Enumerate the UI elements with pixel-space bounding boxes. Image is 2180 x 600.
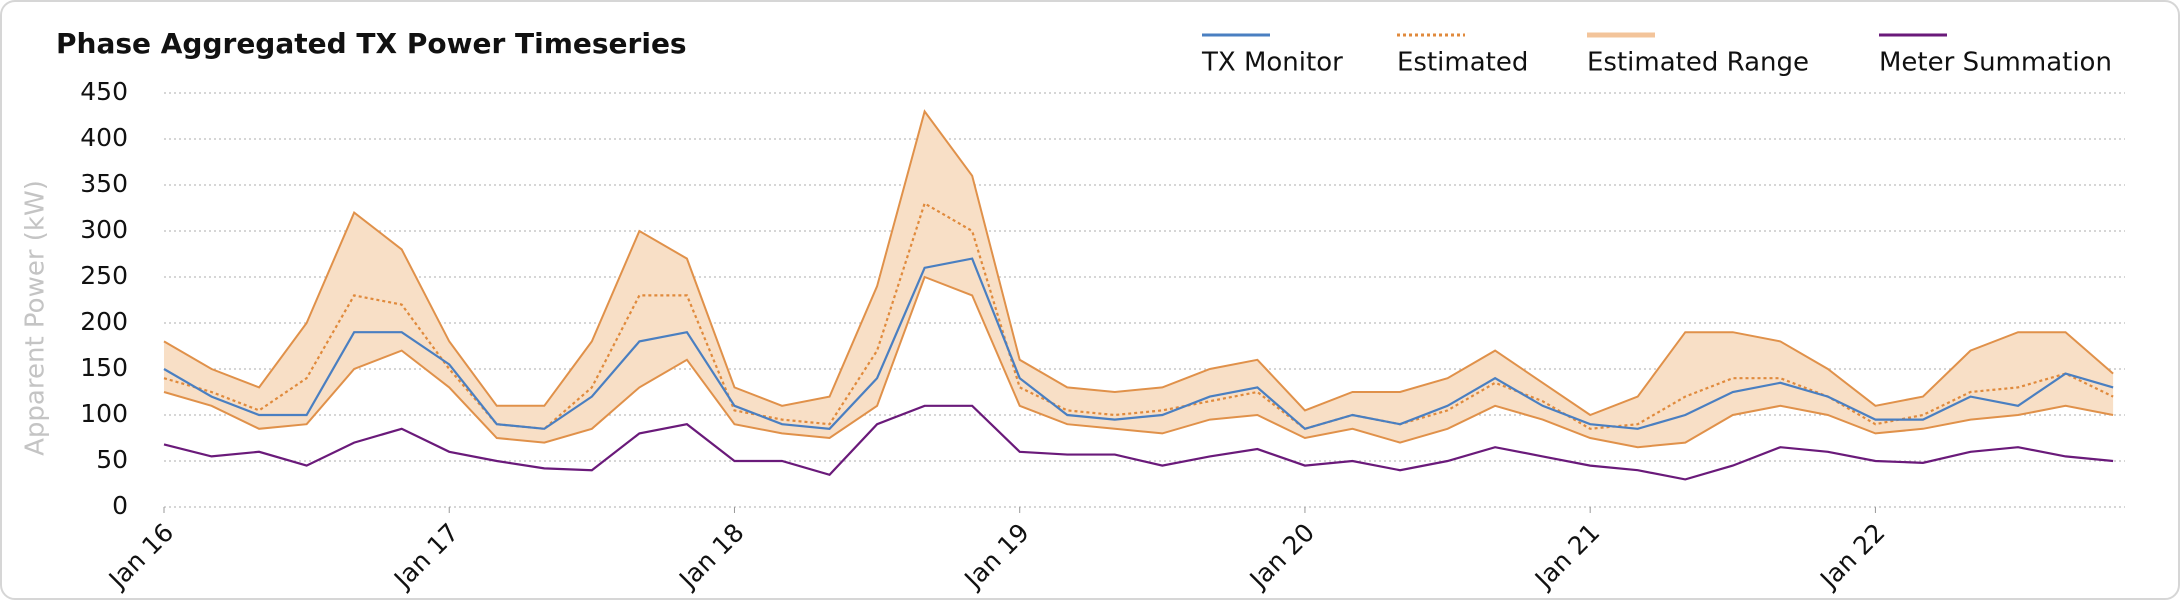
legend-label: Meter Summation: [1879, 48, 2112, 78]
y-tick-label: 300: [80, 215, 128, 244]
legend-label: Estimated: [1397, 48, 1528, 78]
range-band: [164, 111, 2114, 448]
series-line: [163, 201, 2114, 431]
y-axis-label: Apparent Power (kW): [21, 180, 51, 456]
y-tick-label: 200: [80, 307, 128, 336]
series-line: [163, 257, 2114, 431]
range-upper: [163, 109, 2114, 417]
y-tick-label: 100: [80, 399, 128, 428]
y-tick-label: 250: [80, 261, 128, 290]
legend-label: TX Monitor: [1201, 48, 1343, 78]
y-tick-label: 400: [80, 123, 128, 152]
y-tick-label: 350: [80, 169, 128, 198]
series-line: [163, 404, 2114, 481]
y-tick-label: 0: [112, 491, 128, 520]
range-lower: [163, 275, 2114, 449]
y-tick-label: 450: [80, 77, 128, 106]
y-tick-label: 50: [96, 445, 128, 474]
chart-title: Phase Aggregated TX Power Timeseries: [56, 27, 687, 60]
y-tick-label: 150: [80, 353, 128, 382]
legend-label: Estimated Range: [1587, 48, 1809, 78]
